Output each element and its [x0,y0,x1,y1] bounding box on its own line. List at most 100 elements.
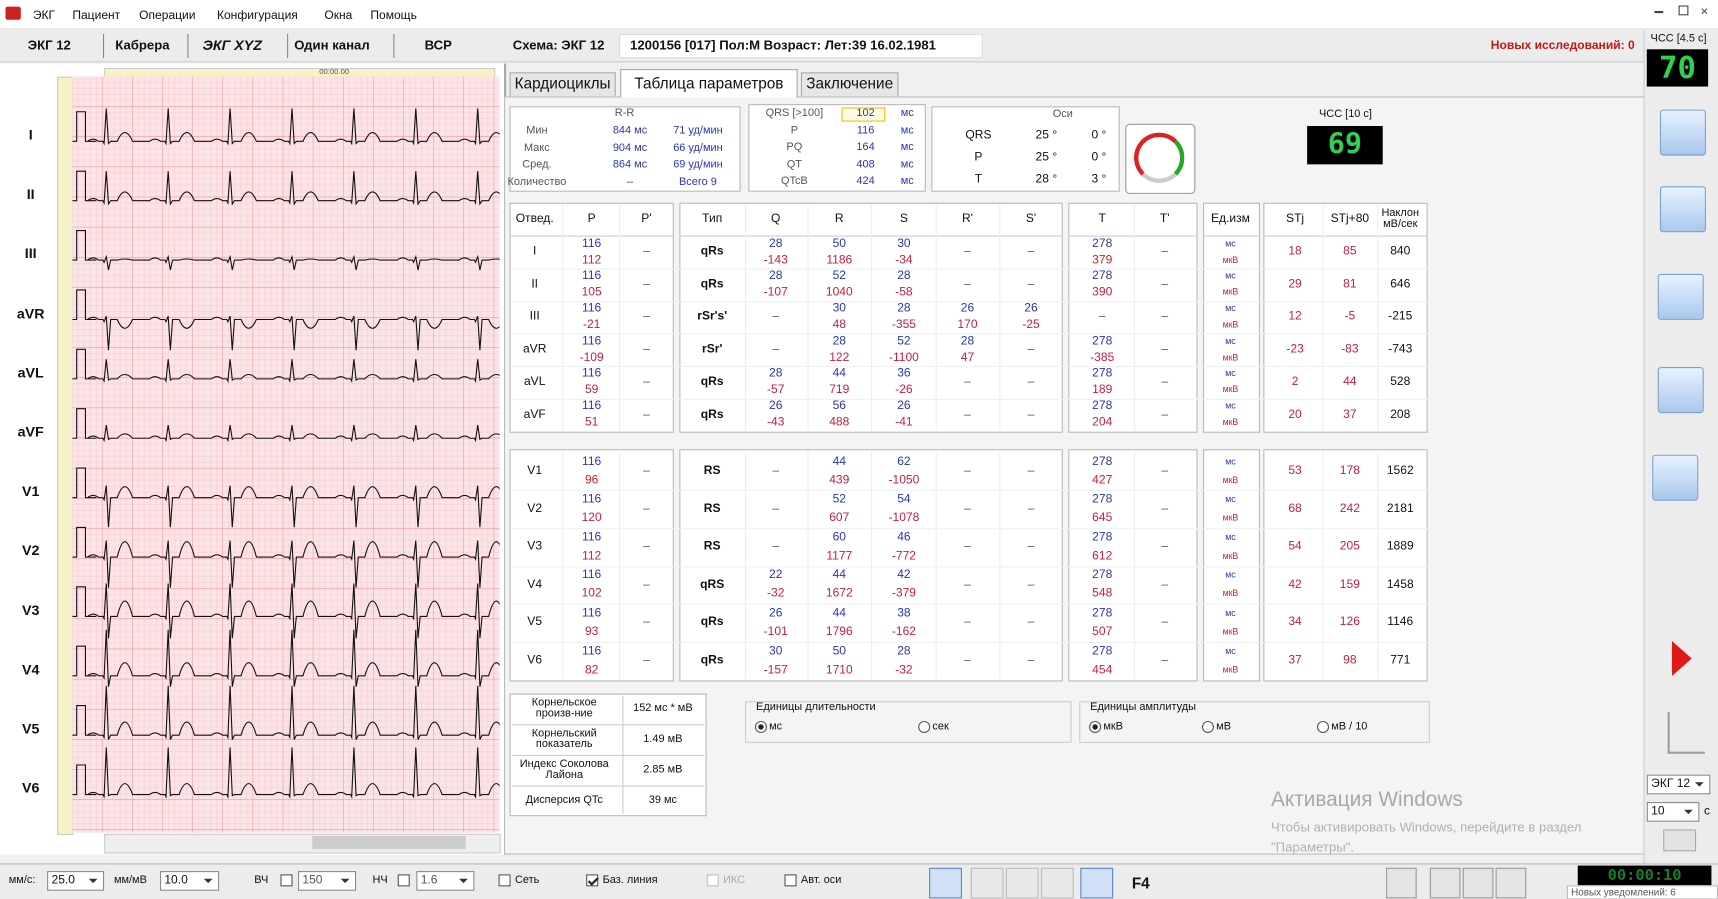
mode-tab[interactable]: ЭКГ 12 [27,37,71,53]
radio-label[interactable]: мВ / 10 [1331,720,1368,733]
menu-item[interactable]: Окна [324,9,353,23]
table-cell: – [1027,501,1035,516]
next-arrow[interactable] [1671,640,1692,677]
hf-checkbox[interactable] [280,874,293,887]
tool-button[interactable] [929,867,962,899]
side-icon[interactable] [1659,186,1706,233]
param-tab[interactable] [620,69,798,98]
lead-label: V6 [21,779,40,797]
side-icon[interactable] [1652,454,1699,501]
seconds-select[interactable] [1646,802,1700,822]
tool-button[interactable] [970,867,1004,899]
checkbox-label[interactable]: Баз. линия [602,874,658,887]
checkbox[interactable] [498,874,511,887]
tab-separator [393,33,395,59]
view-button[interactable] [1495,867,1527,899]
scheme-select[interactable] [1646,774,1711,795]
lead-label: V1 [21,482,40,500]
table-cell: 278 [1092,530,1113,544]
side-icon[interactable] [1657,367,1704,414]
radio-label[interactable]: мВ [1216,720,1232,733]
table-cell: -34 [895,253,913,267]
param-tab-label[interactable]: Заключение [806,74,894,93]
table-cell: 454 [1092,662,1113,677]
menu-item[interactable]: Помощь [370,9,417,23]
hf-select[interactable] [298,871,357,891]
side-icon[interactable] [1657,273,1704,320]
mode-tab[interactable]: Один канал [294,37,370,53]
table-cell: – [1027,539,1035,553]
checkbox-label[interactable]: Авт. оси [800,874,842,887]
table-header: S' [1025,212,1037,226]
close-button[interactable]: × [1700,3,1709,19]
watermark-title: Активация Windows [1270,788,1463,812]
lead-label: V2 [21,542,40,559]
side-icon[interactable] [1667,712,1705,754]
tool-button[interactable] [1080,867,1114,899]
menu-item[interactable]: ЭКГ [32,9,56,23]
radio-label[interactable]: сек [932,720,949,733]
view-button[interactable] [1462,867,1494,899]
table-cell: 189 [1092,383,1113,397]
unit-group-title: Единицы амплитуды [1090,701,1196,714]
table-cell: – [1161,464,1169,478]
gain-select[interactable] [159,871,220,891]
checkbox[interactable] [586,874,599,887]
mode-tab[interactable]: Кабрера [115,37,170,53]
select-value[interactable]: 150 [302,873,323,887]
lf-checkbox[interactable] [397,874,410,887]
radio-label[interactable]: мс [769,720,783,733]
table-cell: мкВ [1222,417,1239,428]
minimize-button[interactable] [1654,10,1664,14]
radio-button[interactable] [918,720,931,733]
param-tab[interactable] [800,72,899,97]
column-line [1322,204,1324,431]
radio-button[interactable] [1316,720,1330,733]
table-cell: 178 [1339,464,1360,478]
row-line [511,565,1428,568]
radio-button[interactable] [1201,720,1214,733]
mode-tab[interactable]: ЭКГ XYZ [202,36,262,54]
param-tab[interactable] [509,72,616,97]
speed-select[interactable] [47,871,105,891]
menu-item[interactable]: Конфигурация [216,9,298,23]
table-cell: – [643,277,650,291]
clock-display: 00:00:10 [1577,865,1712,886]
select-value[interactable]: 1.6 [420,873,438,887]
tool-button[interactable] [1040,867,1074,899]
lf-select[interactable] [416,871,475,891]
side-button[interactable] [1663,829,1697,852]
checkbox[interactable] [784,874,797,887]
interval-cell: QTcB [780,175,808,188]
column-line [871,204,873,431]
scroll-thumb[interactable] [312,835,466,850]
table-cell: 116 [582,366,602,380]
checkbox-label[interactable]: Сеть [514,874,540,887]
table-cell: 26 [1024,301,1038,315]
select-value[interactable]: 25.0 [51,873,75,887]
select-value[interactable]: 10.0 [164,873,188,887]
table-header: T [1098,212,1106,226]
restore-button[interactable] [1678,5,1689,16]
table-cell: 38 [897,606,911,620]
select-value[interactable]: ЭКГ 12 [1651,777,1691,791]
radio-button[interactable] [1089,720,1102,733]
param-tab-label[interactable]: Таблица параметров [634,74,784,93]
view-button[interactable] [1429,867,1461,899]
select-value[interactable]: 10 [1651,804,1665,818]
table-cell: -32 [767,587,785,601]
tool-button[interactable] [1005,867,1039,899]
view-button[interactable] [1386,867,1417,899]
menu-item[interactable]: Пациент [72,9,121,23]
interval-cell: мс [900,141,914,154]
menu-item[interactable]: Операции [139,9,196,23]
radio-label[interactable]: мкВ [1103,720,1123,733]
header-divider [1068,235,1198,237]
param-tab-label[interactable]: Кардиоциклы [514,74,611,93]
side-icon[interactable] [1659,109,1706,156]
table-cell: 42 [1288,577,1302,591]
radio-button[interactable] [754,720,767,733]
table-cell: 1889 [1386,539,1414,553]
column-line [619,451,621,680]
mode-tab[interactable]: ВСР [424,37,452,53]
